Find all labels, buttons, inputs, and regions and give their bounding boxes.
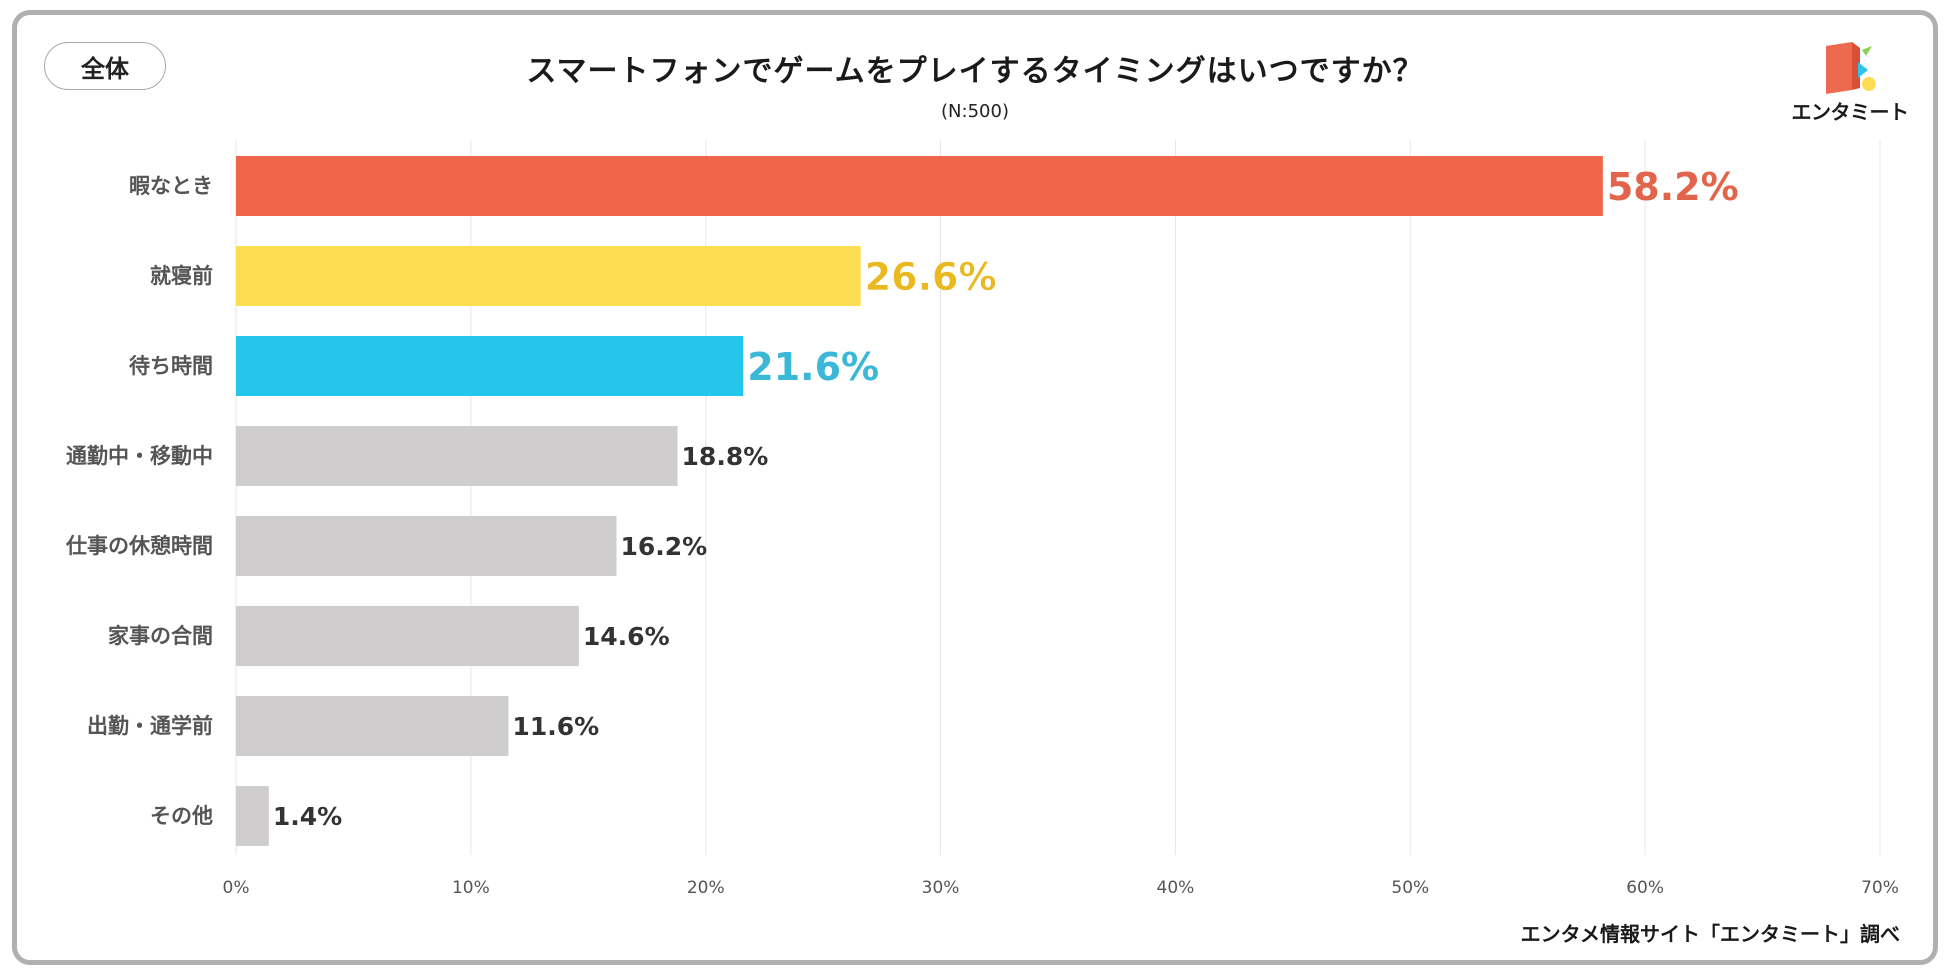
category-label: 暇なとき xyxy=(129,174,213,198)
source-note: エンタメ情報サイト「エンタミート」調べ xyxy=(1521,918,1900,947)
bar xyxy=(236,246,861,306)
x-tick-label: 0% xyxy=(223,878,250,898)
x-tick-label: 10% xyxy=(452,878,490,898)
bar xyxy=(236,426,678,486)
category-label: 家事の合間 xyxy=(108,624,213,648)
x-tick-label: 50% xyxy=(1391,878,1429,898)
value-label: 18.8% xyxy=(682,442,769,471)
x-tick-label: 40% xyxy=(1157,878,1195,898)
value-label: 26.6% xyxy=(865,255,997,299)
x-tick-label: 60% xyxy=(1626,878,1664,898)
value-label: 21.6% xyxy=(747,345,879,389)
x-tick-label: 70% xyxy=(1861,878,1899,898)
bar xyxy=(236,336,743,396)
category-label: 就寝前 xyxy=(150,264,213,288)
value-label: 58.2% xyxy=(1607,165,1739,209)
value-label: 1.4% xyxy=(273,802,342,831)
category-label: その他 xyxy=(150,804,213,828)
category-label: 出勤・通学前 xyxy=(87,714,213,738)
category-label: 待ち時間 xyxy=(129,354,213,378)
x-tick-label: 20% xyxy=(687,878,725,898)
value-label: 14.6% xyxy=(583,622,670,651)
value-label: 16.2% xyxy=(620,532,707,561)
bar xyxy=(236,786,269,846)
value-label: 11.6% xyxy=(512,712,599,741)
bar xyxy=(236,606,579,666)
category-label: 通勤中・移動中 xyxy=(66,444,213,468)
bar xyxy=(236,156,1603,216)
x-tick-label: 30% xyxy=(922,878,960,898)
category-label: 仕事の休憩時間 xyxy=(65,534,213,558)
bar xyxy=(236,516,616,576)
bar xyxy=(236,696,508,756)
